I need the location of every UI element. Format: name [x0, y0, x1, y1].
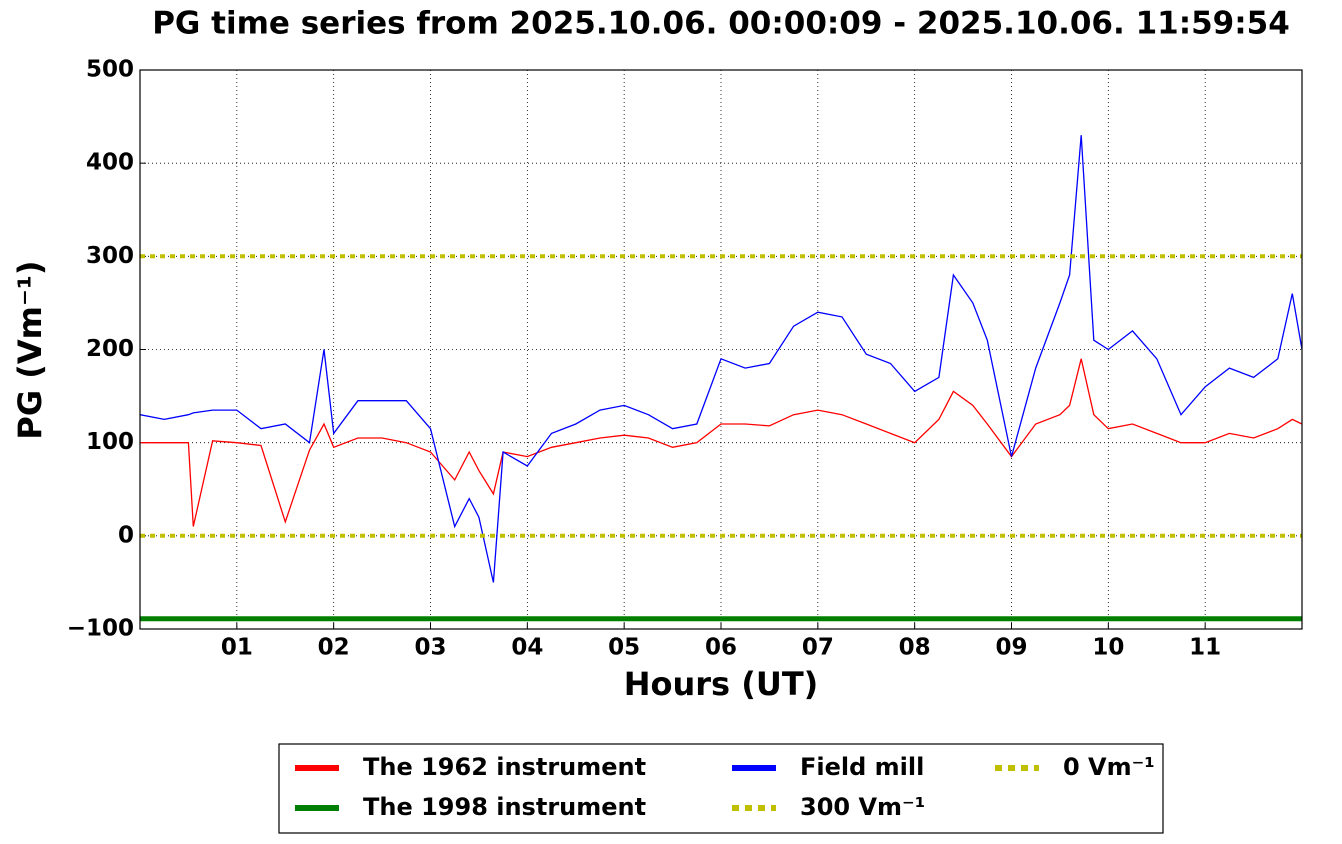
chart-title: PG time series from 2025.10.06. 00:00:09… — [152, 6, 1290, 42]
series-line — [140, 358, 1302, 527]
x-tick-label: 10 — [1092, 635, 1124, 661]
x-tick-label: 04 — [511, 635, 543, 661]
x-tick-label: 01 — [221, 635, 253, 661]
legend-label: Field mill — [800, 753, 924, 781]
legend-label: The 1962 instrument — [363, 753, 646, 781]
legend-label: 300 Vm⁻¹ — [800, 793, 925, 821]
x-axis-label: Hours (UT) — [624, 665, 819, 703]
y-tick-label: −100 — [67, 616, 134, 642]
x-tick-label: 03 — [414, 635, 446, 661]
x-tick-label: 02 — [318, 635, 350, 661]
y-tick-label: 200 — [86, 336, 134, 362]
x-tick-label: 11 — [1189, 635, 1221, 661]
y-tick-label: 400 — [86, 150, 134, 176]
legend-label: 0 Vm⁻¹ — [1063, 753, 1155, 781]
y-tick-label: 100 — [86, 429, 134, 455]
x-tick-label: 07 — [802, 635, 834, 661]
x-tick-label: 09 — [995, 635, 1027, 661]
x-tick-label: 06 — [705, 635, 737, 661]
y-tick-label: 0 — [118, 522, 134, 548]
y-tick-label: 500 — [86, 57, 134, 83]
x-tick-label: 05 — [608, 635, 640, 661]
series-line — [140, 135, 1302, 583]
legend-box — [278, 743, 1164, 834]
plot-frame — [139, 69, 1303, 630]
legend-label: The 1998 instrument — [363, 793, 646, 821]
x-tick-label: 08 — [899, 635, 931, 661]
y-tick-label: 300 — [86, 243, 134, 269]
y-axis-label: PG (Vm⁻¹) — [11, 260, 49, 439]
